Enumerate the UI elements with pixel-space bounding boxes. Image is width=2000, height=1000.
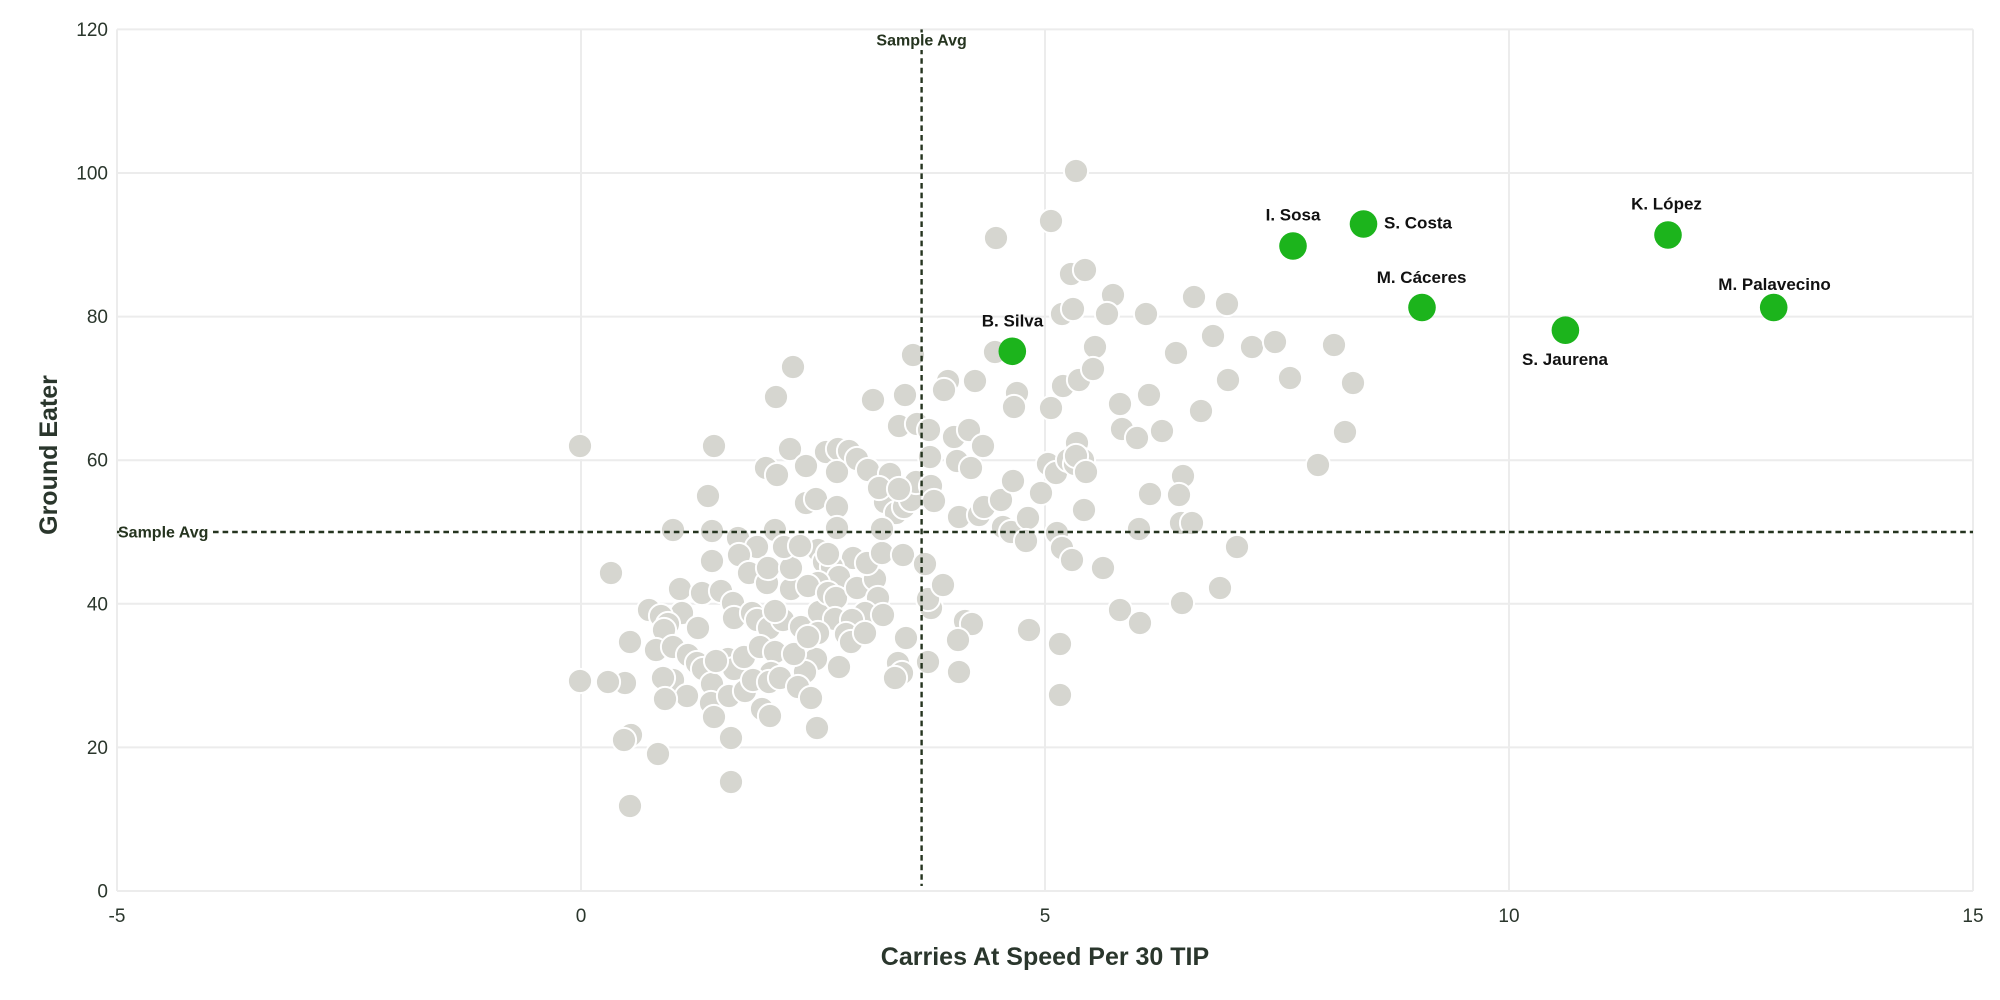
svg-text:B. Silva: B. Silva [982, 312, 1044, 331]
svg-text:15: 15 [1962, 906, 1983, 927]
svg-text:20: 20 [87, 738, 108, 759]
svg-text:-5: -5 [109, 906, 126, 927]
svg-text:60: 60 [87, 451, 108, 472]
svg-text:S. Costa: S. Costa [1384, 214, 1453, 233]
svg-text:K. López: K. López [1631, 195, 1702, 214]
svg-text:10: 10 [1498, 906, 1519, 927]
svg-text:120: 120 [76, 20, 108, 41]
svg-text:S. Jaurena: S. Jaurena [1522, 350, 1609, 369]
svg-text:Sample Avg: Sample Avg [876, 33, 966, 50]
svg-text:Sample Avg: Sample Avg [118, 525, 208, 542]
svg-text:5: 5 [1040, 906, 1051, 927]
svg-text:M. Cáceres: M. Cáceres [1377, 268, 1467, 287]
svg-text:40: 40 [87, 594, 108, 615]
svg-text:M. Palavecino: M. Palavecino [1718, 275, 1830, 294]
svg-text:0: 0 [97, 882, 108, 903]
svg-text:I. Sosa: I. Sosa [1266, 206, 1321, 225]
svg-text:100: 100 [76, 164, 108, 185]
svg-text:Ground Eater: Ground Eater [35, 375, 63, 535]
svg-text:0: 0 [576, 906, 587, 927]
svg-text:Carries At Speed Per 30 TIP: Carries At Speed Per 30 TIP [881, 943, 1209, 971]
svg-text:80: 80 [87, 307, 108, 328]
